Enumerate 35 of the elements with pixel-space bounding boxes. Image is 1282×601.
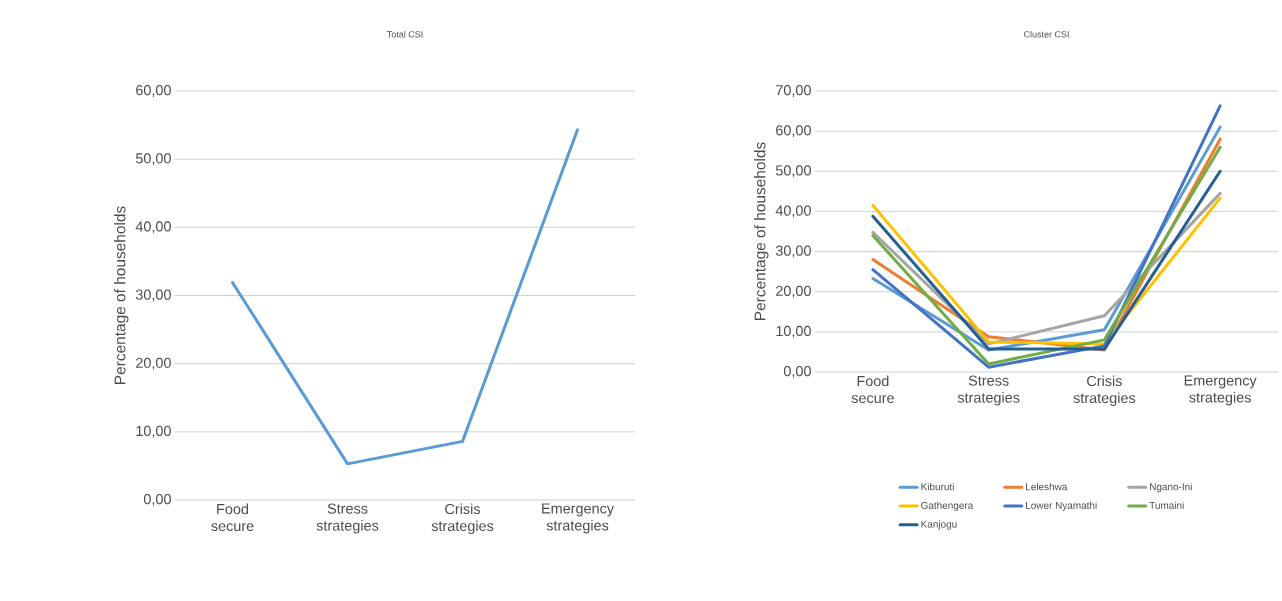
chart-title: Total CSI [387,30,423,38]
x-tick-label: Food secure [211,503,254,532]
x-tick-label: Stress strategies [957,375,1020,406]
y-axis-title: Percentage of households [754,142,769,320]
y-tick-label: 10,00 [136,425,171,438]
legend-label: Gathengera [921,501,974,511]
y-axis-title: Percentage of households [114,206,129,384]
y-tick-label: 0,00 [143,494,171,506]
legend-label: Tumaini [1149,501,1184,509]
legend-label: Kiburuti [921,482,954,491]
y-tick-label: 0,00 [783,366,811,378]
legend-label: Lower Nyamathi [1026,501,1097,511]
y-tick-label: 70,00 [776,85,811,97]
y-tick-label: 30,00 [775,245,811,258]
x-tick-label: Food secure [851,375,894,404]
x-tick-label: Crisis strategies [1073,375,1136,406]
x-tick-label: Emergency strategies [542,503,615,534]
y-tick-label: 50,00 [775,165,811,178]
x-tick-label: Stress strategies [316,503,379,534]
y-tick-label: 60,00 [136,85,171,97]
y-tick-label: 40,00 [775,205,811,218]
y-tick-label: 50,00 [135,153,171,166]
x-tick-label: Emergency strategies [1184,375,1257,406]
line-series [231,128,580,466]
y-tick-label: 40,00 [135,221,171,234]
y-tick-label: 60,00 [776,125,811,138]
y-tick-label: 20,00 [776,285,811,298]
y-tick-label: 10,00 [776,325,811,338]
x-tick-label: Crisis strategies [431,503,494,534]
legend-label: Kanjogu [921,520,957,530]
y-tick-label: 30,00 [135,289,171,302]
chart-title: Cluster CSI [1024,30,1069,38]
legend-label: Ngano-Ini [1150,482,1192,493]
legend-label: Leleshwa [1026,482,1068,491]
y-tick-label: 20,00 [136,357,171,370]
